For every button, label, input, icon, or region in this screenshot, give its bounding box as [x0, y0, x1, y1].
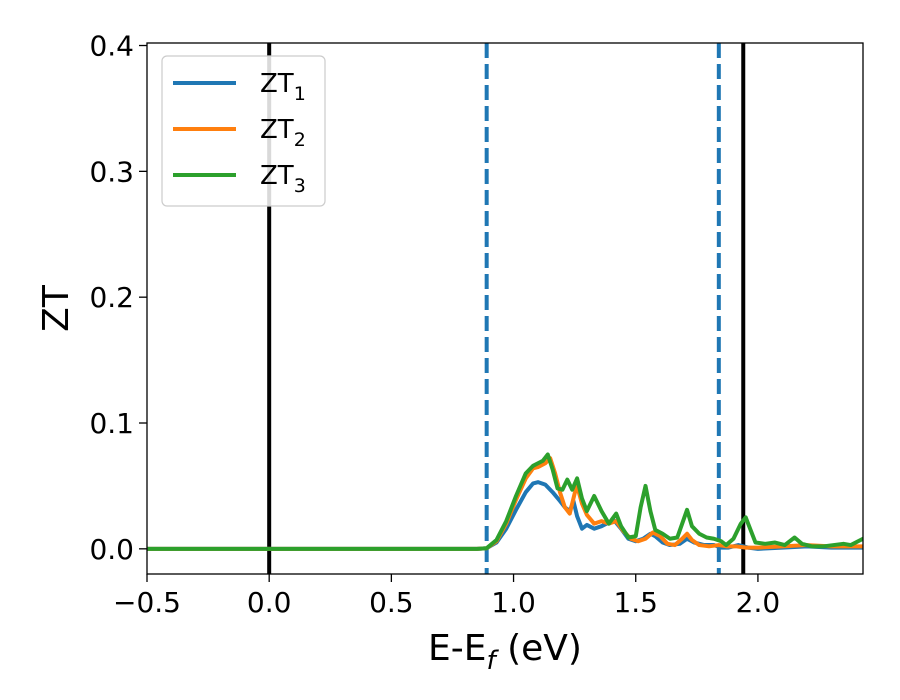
y-axis-label: ZT: [36, 284, 77, 332]
x-axis-label-main: E-E: [428, 628, 486, 669]
legend-label-main: ZT: [260, 161, 294, 191]
legend-label-main: ZT: [260, 69, 294, 99]
y-tick-label: 0.2: [89, 281, 134, 314]
x-axis-label-unit: (eV): [496, 628, 582, 669]
legend-label-sub: 2: [294, 129, 306, 151]
x-tick-label: 2.0: [736, 586, 781, 619]
series-line-zt3: [147, 452, 863, 551]
reference-lines: [267, 43, 746, 574]
plot-frame: [146, 42, 864, 575]
y-tick-label: 0.0: [89, 533, 134, 566]
x-tick-label: 0.0: [247, 586, 292, 619]
legend-label-zt3: ZT3: [260, 161, 306, 197]
y-tick-label: 0.1: [89, 407, 134, 440]
series-line-zt2: [147, 456, 863, 551]
legend-box: [161, 55, 326, 207]
series-lines: [147, 452, 863, 551]
legend-label-main: ZT: [260, 115, 294, 145]
x-tick-label: −0.5: [113, 586, 181, 619]
legend-label-zt1: ZT1: [260, 69, 306, 105]
y-tick-label: 0.4: [89, 30, 134, 63]
x-tick-label: 1.5: [613, 586, 658, 619]
axes: −0.5 0.0 0.5 1.0 1.5 2.0 0.0 0.1 0.2 0.3 0.4 E-Ef (…: [36, 30, 864, 676]
x-axis-label: E-Ef (eV): [428, 628, 582, 676]
legend-label-sub: 1: [294, 83, 306, 105]
legend-label-sub: 3: [294, 175, 306, 197]
y-tick-label: 0.3: [89, 155, 134, 188]
x-tick-label: 1.0: [491, 586, 536, 619]
x-tick-label: 0.5: [369, 586, 414, 619]
legend-label-zt2: ZT2: [260, 115, 306, 151]
